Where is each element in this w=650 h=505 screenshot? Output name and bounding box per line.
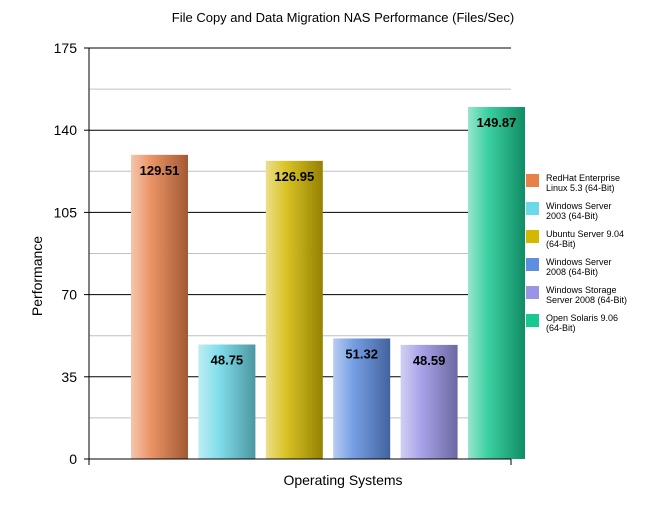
bar [131,154,188,459]
data-label: 149.87 [477,115,517,130]
x-axis-title: Operating Systems [283,472,402,488]
axes [88,48,512,465]
legend-label: Windows Server [546,201,612,211]
legend-label: Open Solaris 9.06 [546,313,618,323]
legend-item: Open Solaris 9.06(64-Bit) [526,313,618,333]
y-tick-label: 35 [61,369,77,385]
bars [131,107,525,460]
legend-label: (64-Bit) [546,239,576,249]
y-tick-label: 0 [69,451,77,467]
bar [198,344,256,459]
legend-item: Ubuntu Server 9.04(64-Bit) [526,229,624,249]
legend-label: (64-Bit) [546,323,576,333]
legend-swatch [526,314,539,327]
data-labels: 129.51 48.75 126.95 51.32 48.59 149.87 [140,115,517,368]
bar [468,107,525,460]
legend-swatch [526,174,539,187]
legend-swatch [526,286,539,299]
data-label: 126.95 [274,169,314,184]
y-tick-label: 175 [54,40,78,56]
legend-label: Windows Server [546,257,612,267]
y-ticks: 0 35 70 105 140 175 [54,40,89,467]
data-label: 48.75 [211,353,244,368]
bar [265,160,323,459]
legend-label: 2003 (64-Bit) [546,211,598,221]
legend-label: 2008 (64-Bit) [546,267,598,277]
bar [400,344,458,459]
legend-label: Ubuntu Server 9.04 [546,229,624,239]
data-label: 129.51 [140,163,180,178]
y-tick-label: 140 [54,122,78,138]
y-tick-label: 105 [54,204,78,220]
legend-label: Windows Storage [546,285,617,295]
y-axis-title: Performance [29,236,45,316]
legend-swatch [526,202,539,215]
y-tick-label: 70 [61,287,77,303]
legend-label: RedHat Enterprise [546,173,620,183]
chart-title: File Copy and Data Migration NAS Perform… [172,10,514,25]
legend-swatch [526,230,539,243]
data-label: 51.32 [345,346,378,361]
legend-label: Server 2008 (64-Bit) [546,295,627,305]
legend-label: Linux 5.3 (64-Bit) [546,183,615,193]
bar [333,338,391,459]
legend-swatch [526,258,539,271]
data-label: 48.59 [413,353,446,368]
